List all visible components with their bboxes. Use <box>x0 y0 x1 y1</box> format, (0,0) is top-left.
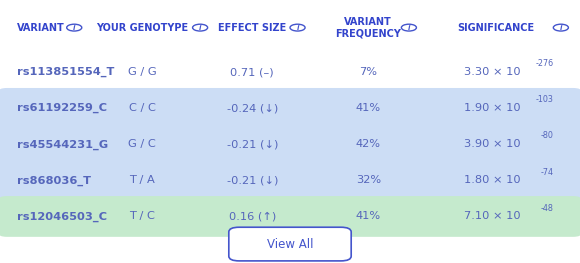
Text: rs61192259_C: rs61192259_C <box>17 103 107 114</box>
FancyBboxPatch shape <box>0 160 580 201</box>
Text: 42%: 42% <box>356 139 381 149</box>
Text: -103: -103 <box>536 95 554 104</box>
FancyBboxPatch shape <box>229 227 351 261</box>
Text: SIGNIFICANCE: SIGNIFICANCE <box>458 23 534 33</box>
Circle shape <box>193 24 208 31</box>
Circle shape <box>67 24 82 31</box>
Text: rs45544231_G: rs45544231_G <box>17 139 108 150</box>
Text: C / C: C / C <box>129 103 155 113</box>
Text: rs868036_T: rs868036_T <box>17 175 92 186</box>
Text: T / A: T / A <box>129 175 155 185</box>
FancyBboxPatch shape <box>0 124 580 165</box>
Text: 7%: 7% <box>359 67 378 77</box>
Text: G / G: G / G <box>128 67 157 77</box>
Text: YOUR GENOTYPE: YOUR GENOTYPE <box>96 23 188 33</box>
Text: i: i <box>560 25 562 31</box>
Text: i: i <box>73 25 75 31</box>
Text: 3.30 × 10: 3.30 × 10 <box>464 67 521 77</box>
Text: 1.90 × 10: 1.90 × 10 <box>464 103 521 113</box>
Text: 1.80 × 10: 1.80 × 10 <box>464 175 521 185</box>
Circle shape <box>401 24 416 31</box>
Text: i: i <box>408 25 410 31</box>
Text: 41%: 41% <box>356 103 381 113</box>
Text: 41%: 41% <box>356 211 381 221</box>
Text: i: i <box>199 25 201 31</box>
Text: -0.21 (↓): -0.21 (↓) <box>227 139 278 149</box>
Text: 32%: 32% <box>356 175 381 185</box>
Text: -74: -74 <box>541 168 554 176</box>
Text: G / C: G / C <box>128 139 156 149</box>
FancyBboxPatch shape <box>0 196 580 237</box>
Text: -48: -48 <box>541 204 554 213</box>
Text: View All: View All <box>267 237 313 251</box>
Text: -276: -276 <box>536 59 554 68</box>
Text: i: i <box>296 25 299 31</box>
Text: rs113851554_T: rs113851554_T <box>17 67 115 78</box>
Text: 0.71 (–): 0.71 (–) <box>230 67 274 77</box>
Text: VARIANT: VARIANT <box>17 23 65 33</box>
Circle shape <box>290 24 305 31</box>
Text: T / C: T / C <box>129 211 155 221</box>
Text: 7.10 × 10: 7.10 × 10 <box>464 211 521 221</box>
Text: VARIANT
FREQUENCY: VARIANT FREQUENCY <box>335 17 401 38</box>
Text: -0.21 (↓): -0.21 (↓) <box>227 175 278 185</box>
Circle shape <box>553 24 568 31</box>
FancyBboxPatch shape <box>0 88 580 129</box>
Text: EFFECT SIZE: EFFECT SIZE <box>218 23 287 33</box>
Text: -80: -80 <box>541 132 554 140</box>
Text: 3.90 × 10: 3.90 × 10 <box>464 139 521 149</box>
Text: 0.16 (↑): 0.16 (↑) <box>229 211 276 221</box>
Text: -0.24 (↓): -0.24 (↓) <box>227 103 278 113</box>
Text: rs12046503_C: rs12046503_C <box>17 211 107 222</box>
